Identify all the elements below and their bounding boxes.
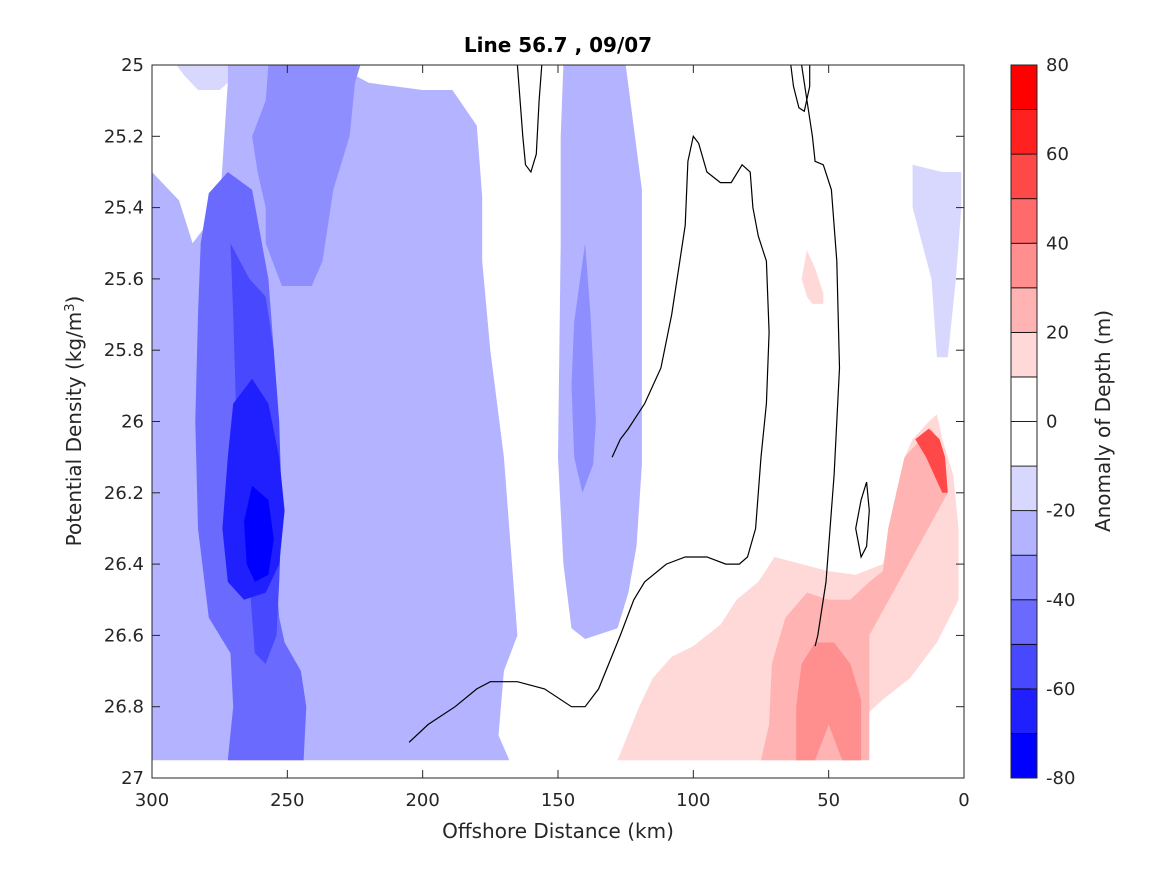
region-neg-10-20-offshore (152, 65, 228, 90)
colorbar-swatch (1010, 465, 1038, 512)
colorbar-swatch (1010, 331, 1038, 378)
colorbar-swatch (1010, 643, 1038, 690)
y-axis-label-prefix: Potential Density (kg/m (62, 312, 86, 547)
zero-contour-upper (516, 65, 543, 174)
region-neg-70-80-core (244, 485, 274, 582)
region-pos-10-20-nearshore (617, 414, 959, 761)
chart-title: Line 56.7 , 09/07 (464, 33, 652, 57)
y-tick-label: 26 (121, 412, 144, 433)
x-tick-label: 200 (405, 790, 439, 811)
zero-contour-top (790, 65, 811, 113)
zero-contour-lines (408, 65, 870, 743)
colorbar-swatch (1010, 198, 1038, 244)
colorbar-swatch (1010, 510, 1038, 556)
y-axis-label-exponent: 3 (63, 303, 78, 311)
colorbar-swatch (1010, 733, 1038, 779)
colorbar-tick-label: -80 (1046, 768, 1075, 789)
colorbar-swatch (1010, 109, 1038, 155)
region-pos-10-20-patch (801, 250, 824, 304)
y-tick-label: 25.8 (104, 340, 144, 361)
colorbar-swatch (1010, 287, 1038, 333)
x-tick-label: 50 (817, 790, 840, 811)
x-tick-label: 250 (270, 790, 304, 811)
colorbar-swatch (1010, 376, 1038, 422)
y-tick-label: 25.4 (104, 198, 144, 219)
y-tick-label: 25.2 (104, 126, 144, 147)
x-axis-label: Offshore Distance (km) (442, 819, 674, 843)
colorbar-swatch (1010, 153, 1038, 200)
colorbar-swatch (1010, 554, 1038, 601)
zero-contour-small (855, 481, 870, 559)
x-tick-label: 300 (135, 790, 169, 811)
region-neg-10-20-nearshore (912, 164, 962, 358)
region-neg-30-40-mid (571, 243, 596, 493)
zero-contour-main (408, 134, 770, 743)
y-axis: 25 25.2 25.4 25.6 25.8 26 26.2 26.4 26.6 26.8 27 (104, 55, 964, 789)
colorbar-label: Anomaly of Depth (m) (1091, 310, 1115, 532)
colorbar-tick-label: 40 (1046, 233, 1069, 254)
y-tick-label: 26.8 (104, 697, 144, 718)
colorbar-swatch (1010, 599, 1038, 645)
colorbar-swatch (1010, 64, 1038, 110)
colorbar-swatch (1010, 688, 1038, 734)
colorbar-tick-label: -20 (1046, 501, 1075, 522)
region-neg-20-30-mid (558, 65, 642, 639)
y-tick-label: 26.4 (104, 554, 144, 575)
colorbar-tick-label: 20 (1046, 322, 1069, 343)
y-tick-label: 27 (121, 768, 144, 789)
colorbar-tick-label: 0 (1046, 412, 1057, 433)
filled-contour-regions (152, 65, 962, 761)
colorbar-tick-label: 80 (1046, 55, 1069, 76)
colorbar-swatch (1010, 421, 1038, 467)
region-pos-30-40-nearshore (796, 642, 862, 761)
x-tick-label: 100 (676, 790, 710, 811)
colorbar-swatch (1010, 242, 1038, 289)
y-tick-label: 26.6 (104, 625, 144, 646)
colorbar-tick-label: -60 (1046, 679, 1075, 700)
colorbar-tick-label: -40 (1046, 590, 1075, 611)
x-axis: 300 250 200 150 100 50 0 (135, 65, 970, 811)
colorbar: -80 -60 -40 -20 0 20 40 60 80 (1010, 55, 1075, 789)
y-tick-label: 25 (121, 55, 144, 76)
colorbar-tick-label: 60 (1046, 144, 1069, 165)
zero-contour-right (801, 65, 841, 647)
region-pos-40-60-wedge (915, 428, 948, 493)
y-tick-label: 25.6 (104, 269, 144, 290)
region-neg-30-40-offshore (252, 65, 361, 286)
y-tick-label: 26.2 (104, 483, 144, 504)
x-tick-label: 0 (958, 790, 969, 811)
x-tick-label: 150 (541, 790, 575, 811)
y-axis-label: Potential Density (kg/m3) (62, 296, 86, 547)
y-axis-label-suffix: ) (62, 296, 86, 304)
